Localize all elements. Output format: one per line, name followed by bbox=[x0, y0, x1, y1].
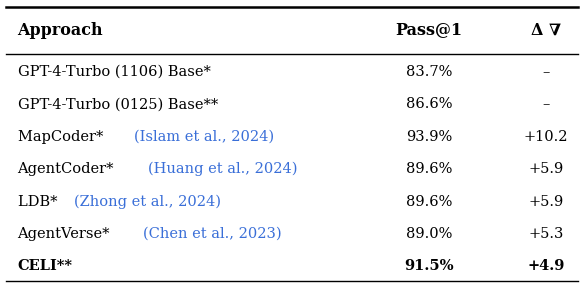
Text: (Huang et al., 2024): (Huang et al., 2024) bbox=[148, 162, 297, 176]
Text: +4.9: +4.9 bbox=[527, 259, 565, 273]
Text: Pass@1: Pass@1 bbox=[396, 21, 463, 39]
Text: (Zhong et al., 2024): (Zhong et al., 2024) bbox=[74, 194, 221, 209]
Text: 89.0%: 89.0% bbox=[406, 227, 453, 241]
Text: MapCoder*: MapCoder* bbox=[18, 130, 107, 144]
Text: AgentVerse*: AgentVerse* bbox=[18, 227, 114, 241]
Text: CELI**: CELI** bbox=[18, 259, 72, 273]
Text: GPT-4-Turbo (1106) Base*: GPT-4-Turbo (1106) Base* bbox=[18, 65, 210, 79]
Text: 93.9%: 93.9% bbox=[406, 130, 453, 144]
Text: AgentCoder*: AgentCoder* bbox=[18, 162, 119, 176]
Text: 91.5%: 91.5% bbox=[405, 259, 454, 273]
Text: +5.9: +5.9 bbox=[529, 162, 564, 176]
Text: (Islam et al., 2024): (Islam et al., 2024) bbox=[134, 130, 274, 144]
Text: LDB*: LDB* bbox=[18, 194, 62, 208]
Text: 83.7%: 83.7% bbox=[406, 65, 453, 79]
Text: 89.6%: 89.6% bbox=[406, 162, 453, 176]
Text: (Chen et al., 2023): (Chen et al., 2023) bbox=[143, 227, 281, 241]
Text: +5.3: +5.3 bbox=[529, 227, 564, 241]
Text: GPT-4-Turbo (0125) Base**: GPT-4-Turbo (0125) Base** bbox=[18, 98, 218, 112]
Text: +10.2: +10.2 bbox=[524, 130, 568, 144]
Text: –: – bbox=[543, 98, 550, 112]
Text: 89.6%: 89.6% bbox=[406, 194, 453, 208]
Text: 86.6%: 86.6% bbox=[406, 98, 453, 112]
Text: Δ ∇: Δ ∇ bbox=[531, 21, 561, 39]
Text: +5.9: +5.9 bbox=[529, 194, 564, 208]
Text: Approach: Approach bbox=[18, 21, 103, 39]
Text: –: – bbox=[543, 65, 550, 79]
